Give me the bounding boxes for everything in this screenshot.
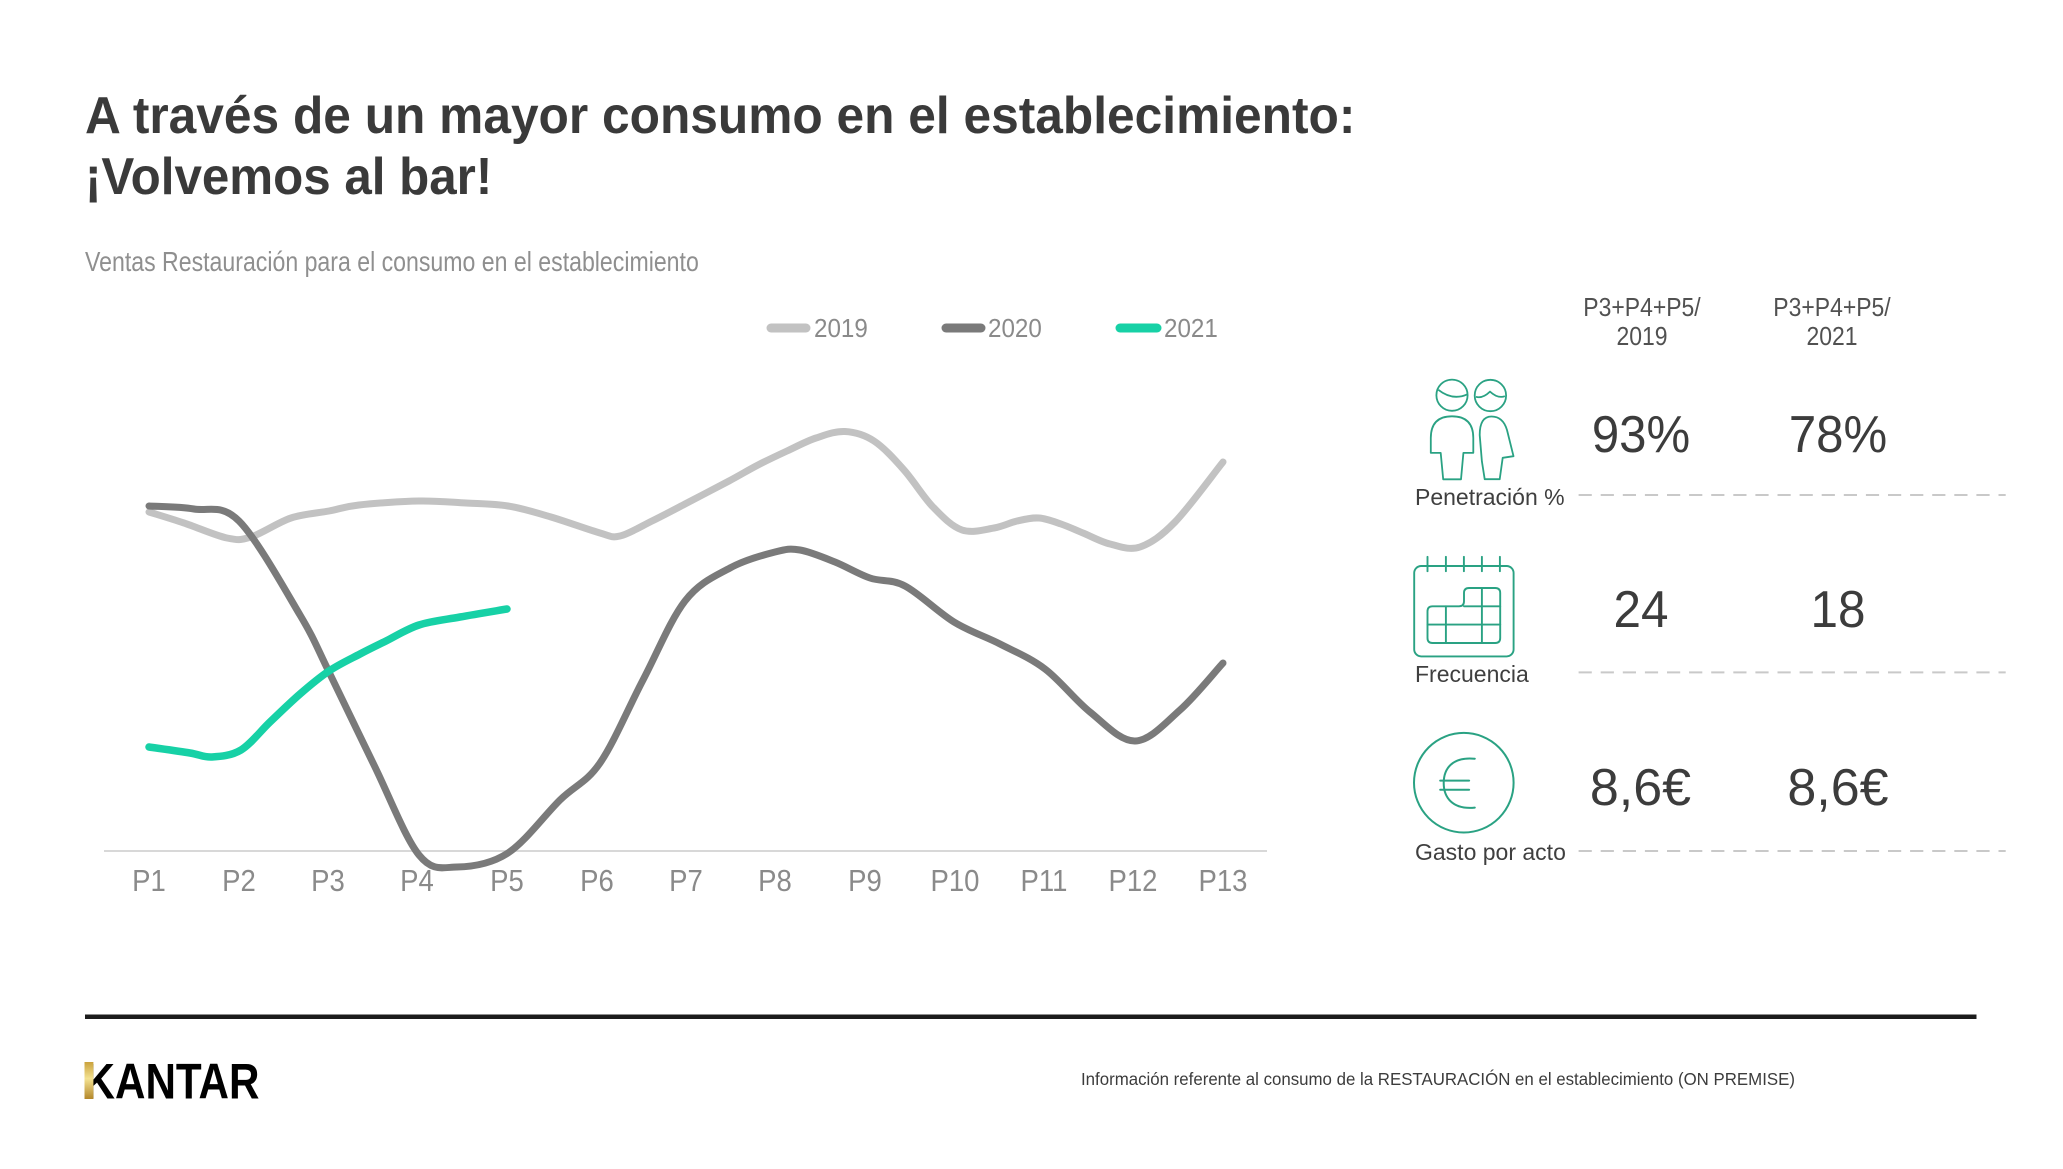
svg-text:KANTAR: KANTAR <box>85 1054 260 1110</box>
